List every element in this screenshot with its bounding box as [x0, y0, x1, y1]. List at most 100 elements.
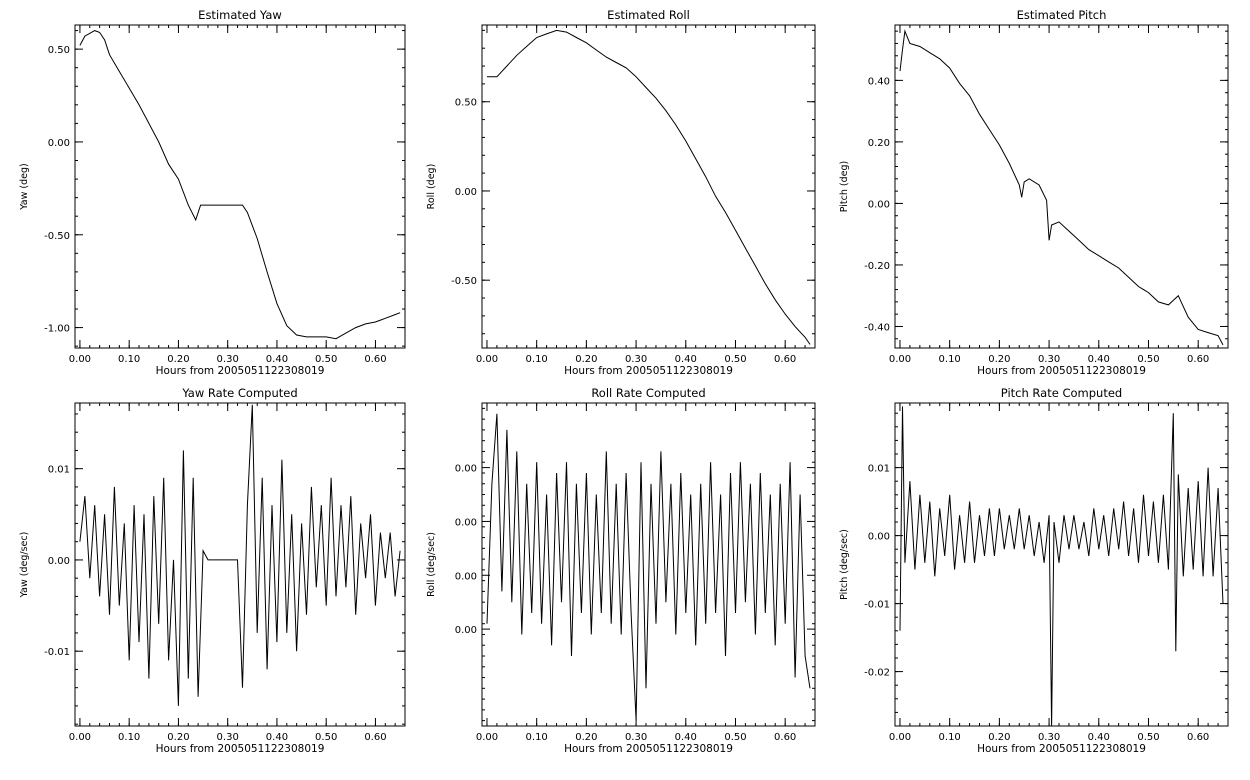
x-tick-label: 0.40: [266, 732, 288, 743]
y-tick-label: -0.50: [44, 231, 70, 242]
chart-1: Estimated Yaw 0.00 0.10 0.20 0.30 0.40 0.50 0.6…: [19, 8, 406, 377]
x-tick-label: 0.50: [724, 732, 746, 743]
x-axis-label: Hours from 2005051122308019: [156, 743, 325, 755]
series-line: [486, 413, 811, 721]
x-tick-label: 0.60: [774, 354, 796, 365]
y-tick-label: 0.00: [868, 532, 890, 543]
y-axis-label: Pitch (deg): [839, 161, 850, 212]
x-tick-label: 0.00: [69, 732, 91, 743]
x-tick-label: 0.60: [1187, 354, 1209, 365]
y-tick-label: -0.40: [864, 322, 890, 333]
x-tick-label: 0.40: [1088, 732, 1110, 743]
plot-frame: [894, 24, 1229, 349]
y-tick-label: 0.00: [868, 199, 890, 210]
y-tick-label: -0.02: [864, 668, 890, 679]
x-tick-label: 0.60: [1187, 732, 1209, 743]
y-tick-label: 0.00: [48, 138, 70, 149]
x-tick-label: 0.00: [476, 732, 498, 743]
x-tick-label: 0.10: [118, 354, 140, 365]
x-axis-label: Hours from 2005051122308019: [977, 743, 1146, 755]
y-axis-label: Pitch (deg/sec): [839, 529, 850, 600]
x-axis-label: Hours from 2005051122308019: [564, 365, 733, 377]
y-tick-label: -0.01: [864, 600, 890, 611]
x-tick-label: 0.30: [1038, 354, 1060, 365]
x-tick-label: 0.50: [724, 354, 746, 365]
x-tick-label: 0.60: [364, 732, 386, 743]
chart-title: Roll Rate Computed: [591, 386, 705, 400]
chart-4: Yaw Rate Computed 0.00 0.10 0.20 0.30 0.40 0.5…: [19, 386, 406, 755]
x-tick-label: 0.10: [526, 354, 548, 365]
chart-2: Estimated Roll 0.00 0.10 0.20 0.30 0.40 0.50 0.…: [426, 8, 816, 377]
y-axis-label: Yaw (deg): [19, 163, 30, 210]
y-tick-label: 0.01: [48, 465, 70, 476]
x-tick-label: 0.60: [774, 732, 796, 743]
x-tick-label: 0.30: [217, 732, 239, 743]
x-tick-label: 0.10: [939, 354, 961, 365]
series-line: [899, 29, 1224, 346]
y-tick-label: 0.00: [48, 556, 70, 567]
x-tick-label: 0.40: [675, 732, 697, 743]
series-line: [79, 30, 401, 340]
x-tick-label: 0.50: [1137, 732, 1159, 743]
x-tick-label: 0.20: [167, 354, 189, 365]
y-tick-label: -0.01: [44, 647, 70, 658]
x-tick-label: 0.60: [364, 354, 386, 365]
y-tick-label: 0.00: [455, 517, 477, 528]
y-tick-label: -0.20: [864, 261, 890, 272]
chart-5: Roll Rate Computed 0.00 0.10 0.20 0.30 0.40 0.…: [426, 386, 816, 755]
x-tick-label: 0.30: [625, 354, 647, 365]
x-tick-label: 0.00: [889, 354, 911, 365]
x-tick-label: 0.20: [167, 732, 189, 743]
plot-frame: [481, 402, 816, 727]
y-tick-label: 0.00: [455, 625, 477, 636]
x-tick-label: 0.40: [675, 354, 697, 365]
chart-title: Pitch Rate Computed: [1001, 386, 1122, 400]
y-axis-label: Roll (deg/sec): [426, 532, 437, 597]
y-tick-label: 0.50: [455, 98, 477, 109]
plot-frame: [74, 24, 406, 349]
x-axis-label: Hours from 2005051122308019: [564, 743, 733, 755]
x-tick-label: 0.40: [1088, 354, 1110, 365]
plot-frame: [74, 402, 406, 727]
chart-title: Yaw Rate Computed: [181, 386, 297, 400]
x-tick-label: 0.20: [575, 354, 597, 365]
x-tick-label: 0.30: [1038, 732, 1060, 743]
x-tick-label: 0.20: [988, 354, 1010, 365]
y-tick-label: 0.00: [455, 571, 477, 582]
y-tick-label: 0.01: [868, 464, 890, 475]
x-tick-label: 0.20: [988, 732, 1010, 743]
y-tick-label: -1.00: [44, 324, 70, 335]
series-line: [899, 406, 1224, 727]
x-tick-label: 0.50: [315, 732, 337, 743]
y-axis-label: Roll (deg): [426, 164, 437, 210]
x-tick-label: 0.10: [939, 732, 961, 743]
y-tick-label: 0.50: [48, 45, 70, 56]
y-tick-label: 0.00: [455, 464, 477, 475]
x-tick-label: 0.40: [266, 354, 288, 365]
y-axis-label: Yaw (deg/sec): [19, 532, 30, 599]
x-tick-label: 0.00: [476, 354, 498, 365]
x-tick-label: 0.20: [575, 732, 597, 743]
x-tick-label: 0.10: [118, 732, 140, 743]
chart-title: Estimated Pitch: [1017, 8, 1107, 22]
x-tick-label: 0.00: [69, 354, 91, 365]
x-tick-label: 0.50: [315, 354, 337, 365]
plot-frame: [894, 402, 1229, 727]
x-tick-label: 0.00: [889, 732, 911, 743]
y-tick-label: 0.00: [455, 187, 477, 198]
x-tick-label: 0.30: [217, 354, 239, 365]
y-tick-label: -0.50: [451, 276, 477, 287]
x-tick-label: 0.50: [1137, 354, 1159, 365]
x-axis-label: Hours from 2005051122308019: [977, 365, 1146, 377]
x-tick-label: 0.10: [526, 732, 548, 743]
series-line: [79, 404, 401, 706]
chart-6: Pitch Rate Computed 0.00 0.10 0.20 0.30 0.40 0…: [839, 386, 1229, 755]
chart-title: Estimated Yaw: [198, 8, 282, 22]
y-tick-label: 0.40: [868, 76, 890, 87]
plot-frame: [481, 24, 816, 349]
y-tick-label: 0.20: [868, 138, 890, 149]
chart-3: Estimated Pitch 0.00 0.10 0.20 0.30 0.40 0.50 0…: [839, 8, 1229, 377]
x-tick-label: 0.30: [625, 732, 647, 743]
